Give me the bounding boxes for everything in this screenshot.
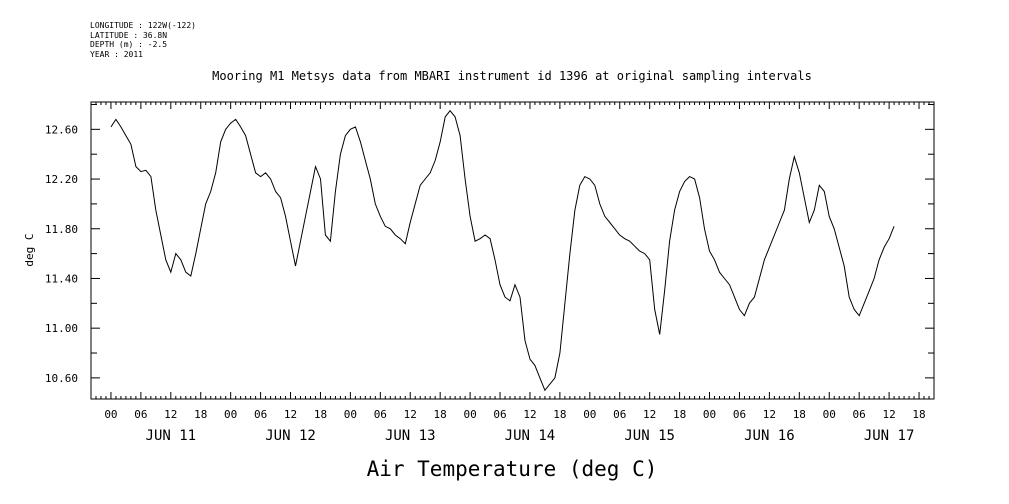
y-tick-labels: 10.60 11.00 11.40 11.80 12.20 12.60 xyxy=(45,123,78,385)
x-tick-label: 12 xyxy=(404,408,417,421)
x-tick-label: 18 xyxy=(793,408,806,421)
x-tick-label: 00 xyxy=(344,408,357,421)
x-tick-label: 00 xyxy=(104,408,117,421)
x-tick-label: 18 xyxy=(673,408,686,421)
x-tick-label: 00 xyxy=(703,408,716,421)
latitude-label: LATITUDE : 36.8N xyxy=(90,30,168,40)
x-tick-label: 06 xyxy=(134,408,147,421)
y-tick-label: 11.40 xyxy=(45,272,78,285)
x-tick-label: 06 xyxy=(493,408,506,421)
year-label: YEAR : 2011 xyxy=(90,49,143,59)
plot-frame xyxy=(90,101,935,400)
station-metadata: LONGITUDE : 122W(-122) LATITUDE : 36.8N … xyxy=(90,21,196,59)
x-tick-label: 00 xyxy=(224,408,237,421)
series-line xyxy=(110,109,895,392)
x-tick-label: 18 xyxy=(434,408,447,421)
y-tick-label: 12.60 xyxy=(45,123,78,136)
y-tick-label: 10.60 xyxy=(45,372,78,385)
x-tick-label: 12 xyxy=(763,408,776,421)
chart-title: Mooring M1 Metsys data from MBARI instru… xyxy=(212,69,812,83)
x-tick-label: 06 xyxy=(374,408,387,421)
x-tick-label: 18 xyxy=(912,408,925,421)
y-axis-label: deg C xyxy=(23,233,36,266)
x-tick-labels: 00 06 12 18 00 06 12 18 00 06 12 18 00 06 12 18 00 06 12 18… xyxy=(104,408,925,444)
y-tick-label: 11.00 xyxy=(45,322,78,335)
depth-label: DEPTH (m) : -2.5 xyxy=(90,40,168,49)
x-tick-label: 18 xyxy=(194,408,207,421)
x-tick-label: 06 xyxy=(613,408,626,421)
x-tick-label: 06 xyxy=(254,408,267,421)
x-tick-label: 12 xyxy=(882,408,895,421)
x-tick-label: 06 xyxy=(853,408,866,421)
x-tick-label: 12 xyxy=(284,408,297,421)
y-tick-label: 12.20 xyxy=(45,173,78,186)
y-tick-label: 11.80 xyxy=(45,223,78,236)
x-tick-label: 12 xyxy=(643,408,656,421)
x-tick-label: 18 xyxy=(553,408,566,421)
longitude-label: LONGITUDE : 122W(-122) xyxy=(90,21,196,30)
x-axis-label: Air Temperature (deg C) xyxy=(367,457,658,481)
x-tick-label: 00 xyxy=(823,408,836,421)
x-tick-label: 18 xyxy=(314,408,327,421)
axis-ticks xyxy=(90,102,935,399)
x-tick-label: 06 xyxy=(733,408,746,421)
x-tick-label: 12 xyxy=(164,408,177,421)
x-day-label: JUN 11 xyxy=(146,428,197,444)
x-day-label: JUN 16 xyxy=(744,428,795,444)
x-day-label: JUN 17 xyxy=(864,428,915,444)
x-day-label: JUN 13 xyxy=(385,428,436,444)
x-tick-label: 12 xyxy=(523,408,536,421)
x-tick-label: 00 xyxy=(583,408,596,421)
x-day-label: JUN 14 xyxy=(505,428,556,444)
x-tick-label: 00 xyxy=(463,408,476,421)
x-day-label: JUN 12 xyxy=(265,428,316,444)
x-day-label: JUN 15 xyxy=(624,428,675,444)
